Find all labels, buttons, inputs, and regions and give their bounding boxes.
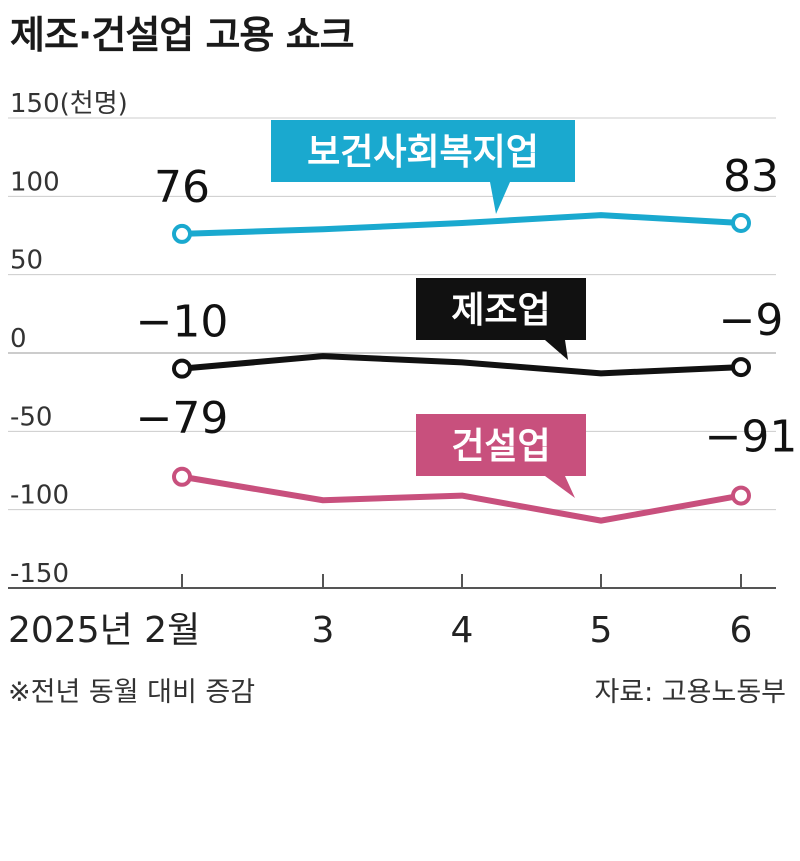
data-point: [731, 485, 751, 506]
x-tick-label: 6: [730, 610, 753, 651]
y-tick-label: 50: [10, 246, 43, 276]
legend-label: 건설업: [451, 426, 550, 467]
y-tick-label: 100: [10, 167, 60, 197]
y-tick-label: 150(천명): [10, 89, 128, 119]
y-tick-label: -100: [10, 481, 69, 511]
data-point: [731, 212, 751, 233]
y-tick-label: -150: [10, 559, 69, 589]
data-label: −79: [136, 393, 229, 444]
line-chart: -150 -100 -50 0 50 100 150(천명) 2025년 2월 3 4 5 6 76 83…: [8, 89, 798, 651]
x-tick-label: 4: [451, 610, 474, 651]
series-line: [179, 353, 744, 377]
y-tick-label: -50: [10, 402, 52, 432]
x-tick-label: 5: [590, 610, 613, 651]
data-label: −91: [705, 412, 798, 463]
series-line: [179, 212, 744, 237]
data-point: [172, 223, 192, 244]
legend-pointer: [545, 476, 575, 498]
legend-pointer: [490, 182, 510, 214]
series-line: [179, 473, 744, 524]
data-label: 83: [723, 151, 779, 202]
y-tick-label: 0: [10, 324, 27, 354]
legend-label: 보건사회복지업: [307, 132, 539, 173]
legend-pointer: [545, 340, 568, 360]
legend-box: [416, 414, 586, 476]
x-tick-label: 3: [312, 610, 335, 651]
source-note: 자료: 고용노동부: [594, 677, 786, 708]
chart-title: 제조·건설업 고용 쇼크: [10, 13, 355, 57]
legend-box: [416, 278, 586, 340]
legend-box: [271, 120, 575, 182]
data-label: −10: [136, 297, 229, 348]
data-label: 76: [154, 162, 210, 213]
data-point: [172, 466, 192, 487]
data-point: [172, 358, 192, 379]
legend-label: 제조업: [451, 290, 550, 331]
x-tick-label: 2025년 2월: [8, 610, 200, 651]
footnote: ※전년 동월 대비 증감: [8, 677, 256, 708]
data-label: −9: [719, 295, 784, 346]
data-point: [731, 357, 751, 378]
